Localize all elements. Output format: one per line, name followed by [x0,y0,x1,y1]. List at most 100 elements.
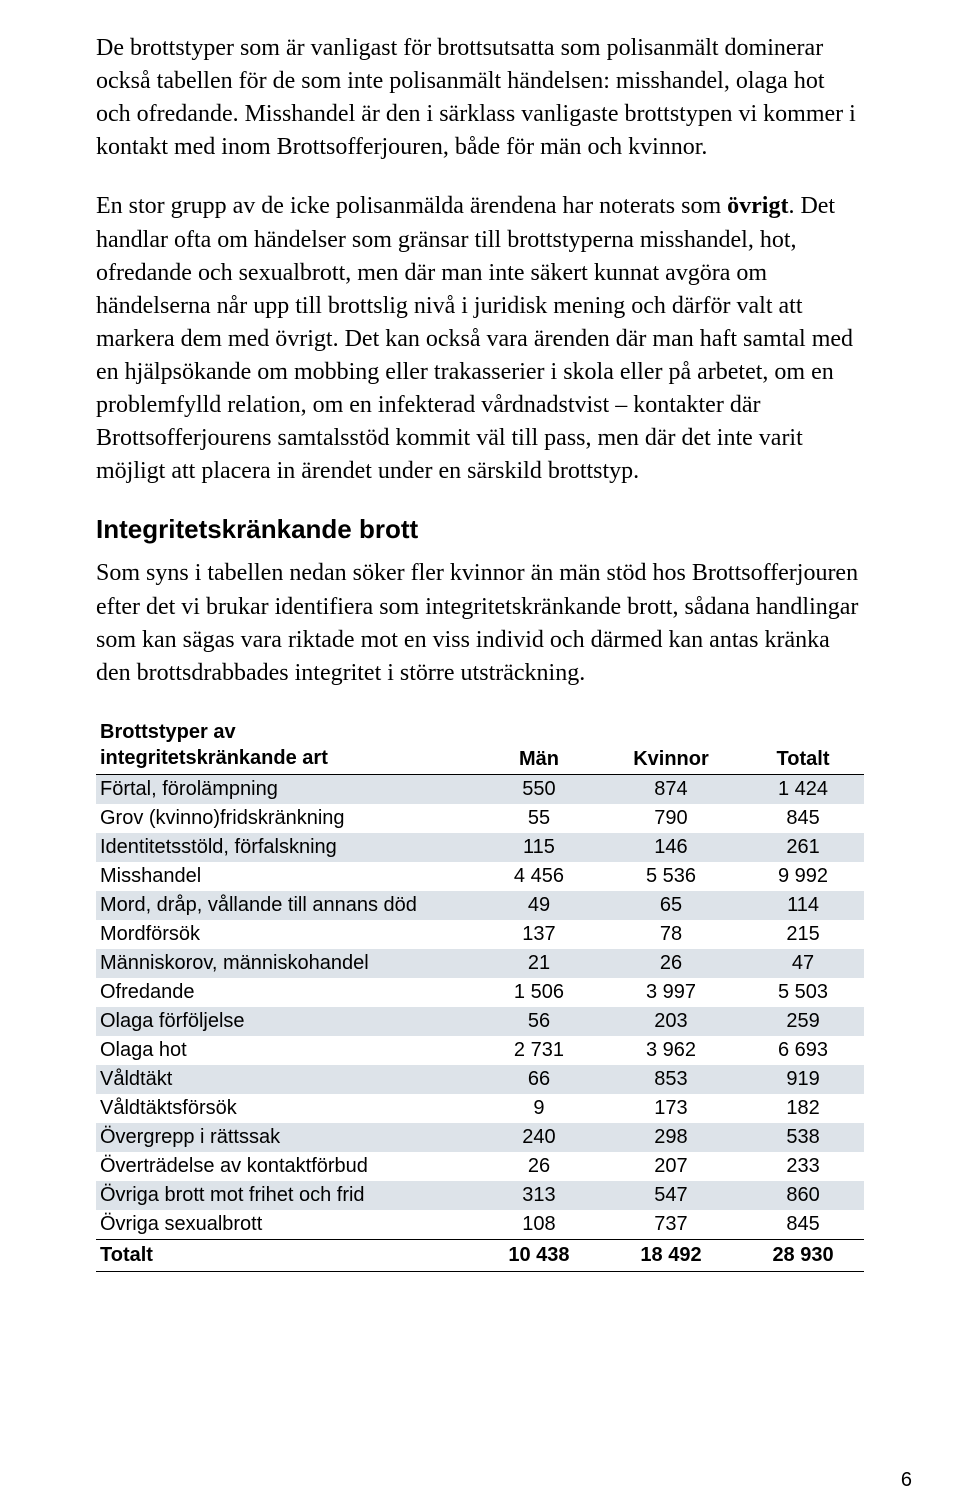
table-cell-value: 203 [600,1007,744,1036]
table-cell-label: Mord, dråp, vållande till annans död [96,891,480,920]
table-cell-value: 298 [600,1123,744,1152]
table-row: Våldtäktsförsök9173182 [96,1094,864,1123]
table-cell-value: 115 [480,833,600,862]
table-cell-value: 49 [480,891,600,920]
table-cell-label: Olaga förföljelse [96,1007,480,1036]
table-cell-label: Övriga brott mot frihet och frid [96,1181,480,1210]
paragraph-2-bold: övrigt [727,193,788,219]
table-col-women: Kvinnor [600,716,744,775]
table-cell-value: 114 [744,891,864,920]
table-total-total: 28 930 [744,1239,864,1271]
table-cell-value: 261 [744,833,864,862]
table-col-men: Män [480,716,600,775]
table-row: Övergrepp i rättssak240298538 [96,1123,864,1152]
table-cell-value: 5 503 [744,978,864,1007]
table-cell-value: 538 [744,1123,864,1152]
table-cell-value: 3 997 [600,978,744,1007]
table-cell-label: Misshandel [96,862,480,891]
table-cell-label: Våldtäktsförsök [96,1094,480,1123]
paragraph-1: De brottstyper som är vanligast för brot… [96,32,864,164]
crime-types-table: Brottstyper av integritetskränkande art … [96,716,864,1272]
table-cell-label: Våldtäkt [96,1065,480,1094]
table-cell-value: 207 [600,1152,744,1181]
table-row: Identitetsstöld, förfalskning115146261 [96,833,864,862]
table-row: Misshandel4 4565 5369 992 [96,862,864,891]
table-cell-label: Förtal, förolämpning [96,774,480,804]
table-cell-label: Mordförsök [96,920,480,949]
table-cell-value: 259 [744,1007,864,1036]
table-cell-label: Människorov, människohandel [96,949,480,978]
table-header-row: Brottstyper av integritetskränkande art … [96,716,864,775]
table-row: Övriga sexualbrott108737845 [96,1210,864,1240]
paragraph-3: Som syns i tabellen nedan söker fler kvi… [96,557,864,689]
table-cell-value: 919 [744,1065,864,1094]
table-cell-value: 233 [744,1152,864,1181]
table-row: Grov (kvinno)fridskränkning55790845 [96,804,864,833]
table-header-title: Brottstyper av integritetskränkande art [96,716,480,775]
table-cell-label: Övergrepp i rättssak [96,1123,480,1152]
table-cell-value: 2 731 [480,1036,600,1065]
table-cell-value: 215 [744,920,864,949]
table-cell-value: 3 962 [600,1036,744,1065]
table-total-men: 10 438 [480,1239,600,1271]
table-total-women: 18 492 [600,1239,744,1271]
table-row: Ofredande1 5063 9975 503 [96,978,864,1007]
table-cell-value: 55 [480,804,600,833]
table-body: Förtal, förolämpning5508741 424Grov (kvi… [96,774,864,1239]
table-row: Mord, dråp, vållande till annans död4965… [96,891,864,920]
table-cell-value: 26 [600,949,744,978]
table-cell-value: 65 [600,891,744,920]
table-row: Mordförsök13778215 [96,920,864,949]
table-cell-value: 108 [480,1210,600,1240]
paragraph-2a: En stor grupp av de icke polisanmälda är… [96,193,727,219]
table-cell-value: 845 [744,804,864,833]
table-cell-value: 313 [480,1181,600,1210]
table-cell-value: 26 [480,1152,600,1181]
table-total-row: Totalt 10 438 18 492 28 930 [96,1239,864,1271]
table-cell-label: Grov (kvinno)fridskränkning [96,804,480,833]
table-row: Olaga förföljelse56203259 [96,1007,864,1036]
section-heading: Integritetskränkande brott [96,514,864,545]
table-cell-value: 21 [480,949,600,978]
table-cell-value: 6 693 [744,1036,864,1065]
table-cell-value: 1 506 [480,978,600,1007]
table-cell-label: Ofredande [96,978,480,1007]
table-row: Övriga brott mot frihet och frid31354786… [96,1181,864,1210]
table-cell-label: Olaga hot [96,1036,480,1065]
document-page: De brottstyper som är vanligast för brot… [0,0,960,1512]
table-cell-value: 240 [480,1123,600,1152]
table-cell-value: 9 [480,1094,600,1123]
table-cell-value: 874 [600,774,744,804]
table-cell-value: 737 [600,1210,744,1240]
table-cell-value: 56 [480,1007,600,1036]
table-col-total: Totalt [744,716,864,775]
table-cell-value: 66 [480,1065,600,1094]
table-cell-value: 4 456 [480,862,600,891]
table-cell-value: 853 [600,1065,744,1094]
table-cell-value: 173 [600,1094,744,1123]
table-cell-label: Överträdelse av kontaktförbud [96,1152,480,1181]
table-cell-label: Identitetsstöld, förfalskning [96,833,480,862]
table-row: Förtal, förolämpning5508741 424 [96,774,864,804]
table-cell-value: 146 [600,833,744,862]
table-row: Olaga hot2 7313 9626 693 [96,1036,864,1065]
paragraph-2: En stor grupp av de icke polisanmälda är… [96,190,864,488]
table-total-label: Totalt [96,1239,480,1271]
table-cell-value: 550 [480,774,600,804]
table-cell-value: 137 [480,920,600,949]
table-cell-value: 845 [744,1210,864,1240]
table-cell-value: 790 [600,804,744,833]
paragraph-2b: . Det handlar ofta om händelser som grän… [96,193,853,484]
table-cell-value: 47 [744,949,864,978]
table-cell-label: Övriga sexualbrott [96,1210,480,1240]
table-cell-value: 78 [600,920,744,949]
table-cell-value: 860 [744,1181,864,1210]
table-cell-value: 9 992 [744,862,864,891]
table-cell-value: 547 [600,1181,744,1210]
table-row: Människorov, människohandel212647 [96,949,864,978]
table-cell-value: 1 424 [744,774,864,804]
page-number: 6 [901,1469,912,1492]
table-cell-value: 182 [744,1094,864,1123]
table-row: Våldtäkt66853919 [96,1065,864,1094]
table-cell-value: 5 536 [600,862,744,891]
